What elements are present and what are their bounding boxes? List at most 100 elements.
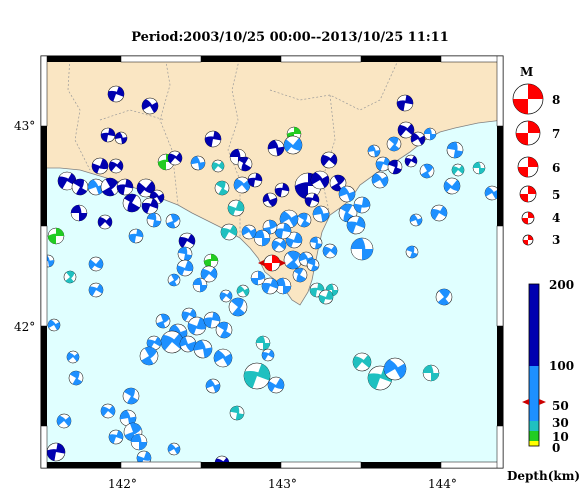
legend-mag-4-icon: [521, 211, 535, 225]
focal-mechanism-icon: [57, 171, 77, 191]
focal-mechanism-icon: [247, 172, 263, 188]
focal-mechanism-icon: [451, 163, 465, 177]
focal-mechanism-icon: [396, 94, 414, 112]
depth-unit-label: Depth(km): [507, 469, 580, 483]
magnitude-legend: M 8 7 6 5 4 3: [512, 65, 560, 247]
depth-label-100: 100: [549, 359, 574, 373]
focal-mechanism-icon: [160, 330, 184, 354]
focal-mechanism-icon: [267, 376, 285, 394]
focal-mechanism-icon: [46, 442, 66, 462]
focal-mechanism-icon: [165, 213, 181, 229]
focal-mechanism-icon: [178, 232, 196, 250]
map-frame: [40, 55, 504, 469]
focal-mechanism-icon: [91, 157, 109, 175]
focal-mechanism-icon: [192, 277, 208, 293]
focal-mechanism-icon: [255, 335, 271, 351]
focal-mechanism-icon: [88, 256, 104, 272]
focal-mechanism-icon: [176, 259, 194, 277]
focal-mechanism-icon: [310, 170, 330, 190]
depth-band-mid: [529, 366, 539, 421]
focal-mechanism-icon: [292, 267, 308, 283]
lon-label-143: 143°: [268, 477, 297, 491]
focal-mechanism-icon: [167, 150, 183, 166]
depth-label-10: 10: [552, 430, 569, 444]
focal-mechanism-icon: [386, 136, 402, 152]
focal-mechanism-icon: [409, 213, 423, 227]
focal-mechanism-icon: [97, 214, 113, 230]
focal-mechanism-icon: [397, 121, 415, 139]
focal-mechanism-icon: [187, 316, 207, 336]
focal-mechanism-icon: [193, 339, 213, 359]
focal-mechanism-icon: [66, 350, 80, 364]
focal-mechanism-icon: [350, 237, 374, 261]
focal-mechanism-icon: [367, 144, 381, 158]
focal-mechanism-icon: [122, 193, 142, 213]
focal-mechanism-icon: [261, 277, 279, 295]
focal-mechanism-icon: [387, 159, 403, 175]
focal-mechanism-icon: [122, 387, 140, 405]
legend-mag-7-icon: [515, 120, 541, 146]
depth-colorbar: 200 100 50 30 10 0 Depth(km): [507, 278, 580, 483]
focal-mechanism-icon: [318, 289, 334, 305]
depth-label-30: 30: [552, 416, 569, 430]
focal-mechanism-icon: [320, 151, 338, 169]
focal-mechanism-icon: [304, 192, 320, 208]
focal-mechanism-icon: [141, 197, 159, 215]
focal-mechanism-icon: [271, 237, 287, 253]
legend-mag-3-label: 3: [552, 233, 560, 247]
focal-mechanism-icon: [88, 282, 104, 298]
focal-mechanism-icon: [213, 348, 233, 368]
focal-mechanism-icon: [141, 97, 159, 115]
focal-mechanism-icon: [167, 442, 181, 456]
focal-mechanism-icon: [47, 227, 65, 245]
focal-mechanism-icon: [167, 273, 181, 287]
focal-mechanism-icon: [423, 127, 437, 141]
focal-mechanism-icon: [338, 185, 356, 203]
legend-mag-7-label: 7: [552, 127, 560, 141]
focal-mechanism-icon: [430, 204, 448, 222]
focal-mechanism-icon: [146, 335, 162, 351]
focal-mechanism-icon: [250, 270, 266, 286]
focal-mechanism-icon: [204, 130, 222, 148]
legend-mag-4-label: 4: [552, 211, 560, 225]
focal-mechanism-icon: [71, 178, 89, 196]
focal-mechanism-icon: [228, 297, 248, 317]
focal-mechanism-icon: [215, 321, 233, 339]
magnitude-legend-header: M: [520, 65, 533, 79]
focal-mechanism-icon: [404, 154, 418, 168]
focal-mechanism-icon: [214, 180, 230, 196]
depth-band-green: [529, 431, 539, 441]
focal-mechanism-icon: [100, 127, 116, 143]
focal-mechanism-icon: [322, 243, 338, 259]
focal-mechanism-icon: [108, 158, 124, 174]
depth-label-200: 200: [549, 278, 574, 292]
focal-mechanism-icon: [139, 346, 159, 366]
focal-mechanism-icon: [306, 258, 320, 272]
lat-label-42: 42°: [14, 320, 35, 334]
focal-mechanism-icon: [114, 131, 128, 145]
focal-mechanism-icon: [435, 288, 453, 306]
focal-mechanism-icon: [419, 163, 435, 179]
legend-mag-8-icon: [512, 83, 544, 115]
focal-mechanism-icon: [312, 205, 330, 223]
focal-mechanism-icon: [237, 156, 253, 172]
focal-mechanism-icon: [422, 364, 440, 382]
focal-mechanism-icon: [296, 212, 312, 228]
focal-mechanism-icon: [220, 223, 238, 241]
depth-label-0: 0: [552, 441, 560, 455]
legend-mag-5-icon: [519, 185, 537, 203]
focal-mechanism-icon: [262, 192, 278, 208]
map-title: Period:2003/10/25 00:00--2013/10/25 11:1…: [131, 30, 449, 45]
focal-mechanism-icon: [446, 141, 464, 159]
focal-mechanism-icon: [283, 135, 303, 155]
focal-mechanism-icon: [410, 131, 426, 147]
focal-mechanism-icon: [233, 176, 251, 194]
focal-mechanism-icon: [56, 413, 72, 429]
depth-band-deep: [529, 284, 539, 366]
focal-mechanism-icon: [262, 219, 278, 235]
focal-mechanism-icon: [352, 352, 372, 372]
focal-mechanism-icon: [346, 215, 366, 235]
focal-mechanism-icon: [472, 161, 486, 175]
focal-mechanism-icon: [241, 224, 257, 240]
